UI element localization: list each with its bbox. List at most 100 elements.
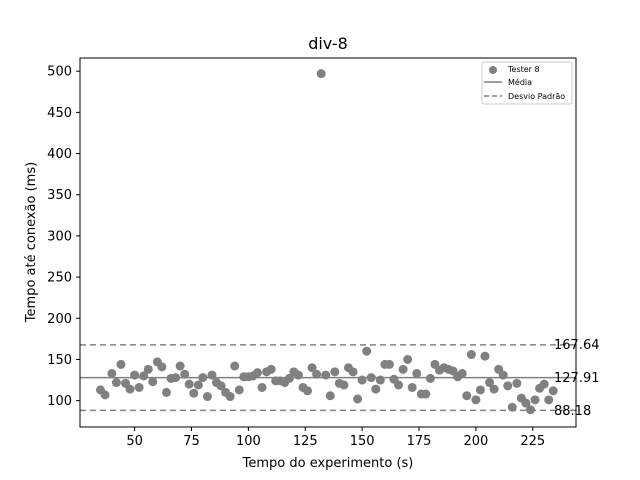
data-point: [130, 370, 140, 380]
x-tick-label: 225: [520, 434, 545, 449]
data-point: [503, 381, 513, 391]
data-point: [325, 391, 335, 401]
data-point: [252, 368, 262, 378]
y-tick-label: 100: [47, 394, 72, 409]
data-point: [357, 375, 367, 385]
y-axis-ticks: 100 150 200 250 300 350 400 450 500: [47, 65, 80, 409]
data-point: [171, 373, 181, 383]
data-point: [457, 368, 467, 378]
data-point: [425, 373, 435, 383]
data-point: [403, 354, 413, 364]
legend-box: [481, 61, 573, 105]
data-point: [189, 388, 199, 398]
data-point: [462, 391, 472, 401]
data-point: [193, 380, 203, 390]
data-point: [116, 359, 126, 369]
data-point: [284, 373, 294, 383]
data-point: [498, 370, 508, 380]
data-point: [230, 361, 240, 371]
data-point: [175, 361, 185, 371]
data-point: [234, 385, 244, 395]
data-point: [353, 394, 363, 404]
plot-area-frame: [79, 57, 577, 428]
data-point: [293, 370, 303, 380]
data-point: [507, 402, 517, 412]
y-tick-label: 350: [47, 188, 72, 203]
y-axis-label: Tempo até conexão (ms): [24, 162, 39, 323]
chart-title: div-8: [308, 34, 348, 53]
data-point: [161, 387, 171, 397]
x-tick-label: 125: [293, 434, 318, 449]
data-point: [471, 395, 481, 405]
data-point: [362, 346, 372, 356]
data-point: [375, 375, 385, 385]
x-axis-ticks: 50 75 100 125 150 175 200 225: [126, 427, 545, 449]
data-point: [466, 350, 476, 360]
data-point: [530, 395, 540, 405]
data-point: [125, 384, 135, 394]
legend-points-label: Tester 8: [507, 65, 540, 74]
legend-points-marker: [489, 66, 497, 74]
x-tick-label: 200: [463, 434, 488, 449]
data-point: [134, 382, 144, 392]
data-point: [548, 386, 558, 396]
lower-line-label: 88.18: [554, 404, 591, 419]
data-point: [394, 380, 404, 390]
data-point: [180, 369, 190, 379]
mean-line-label: 127.91: [554, 371, 600, 386]
data-point: [307, 363, 317, 373]
x-tick-label: 50: [126, 434, 143, 449]
data-point: [489, 384, 499, 394]
data-point: [143, 364, 153, 374]
x-axis-label: Tempo do experimento (s): [242, 456, 414, 471]
y-tick-label: 400: [47, 147, 72, 162]
data-point: [521, 398, 531, 408]
data-point: [216, 381, 226, 391]
data-point: [202, 392, 212, 402]
data-point: [366, 373, 376, 383]
y-tick-label: 150: [47, 353, 72, 368]
data-point: [207, 370, 217, 380]
data-point: [312, 369, 322, 379]
data-point: [225, 392, 235, 402]
y-tick-label: 200: [47, 312, 72, 327]
y-tick-label: 500: [47, 65, 72, 80]
data-point: [475, 385, 485, 395]
legend-mean-label: Média: [508, 77, 532, 87]
x-tick-label: 150: [350, 434, 375, 449]
y-tick-label: 300: [47, 229, 72, 244]
y-tick-label: 250: [47, 271, 72, 286]
data-point: [539, 379, 549, 389]
data-point: [371, 384, 381, 394]
data-point: [485, 378, 495, 388]
data-point: [421, 389, 431, 399]
x-tick-label: 100: [236, 434, 261, 449]
data-point: [407, 382, 417, 392]
data-point: [544, 395, 554, 405]
upper-line-label: 167.64: [554, 338, 600, 353]
data-point: [266, 364, 276, 374]
x-tick-label: 75: [183, 434, 200, 449]
data-point: [348, 367, 358, 377]
y-tick-label: 450: [47, 106, 72, 121]
data-point: [111, 378, 121, 388]
data-point: [148, 377, 158, 387]
data-point: [339, 380, 349, 390]
data-point: [139, 371, 149, 381]
legend: Tester 8 Média Desvio Padrão: [481, 61, 573, 105]
data-point: [512, 378, 522, 388]
x-tick-label: 175: [407, 434, 432, 449]
data-point: [316, 69, 326, 79]
data-point: [157, 362, 167, 372]
data-point: [330, 367, 340, 377]
data-point: [257, 382, 267, 392]
data-point: [412, 368, 422, 378]
data-point: [321, 370, 331, 380]
legend-std-label: Desvio Padrão: [508, 92, 565, 101]
data-point: [525, 405, 535, 415]
data-point: [303, 386, 313, 396]
data-point: [480, 351, 490, 361]
data-point: [398, 364, 408, 374]
data-point: [107, 368, 117, 378]
